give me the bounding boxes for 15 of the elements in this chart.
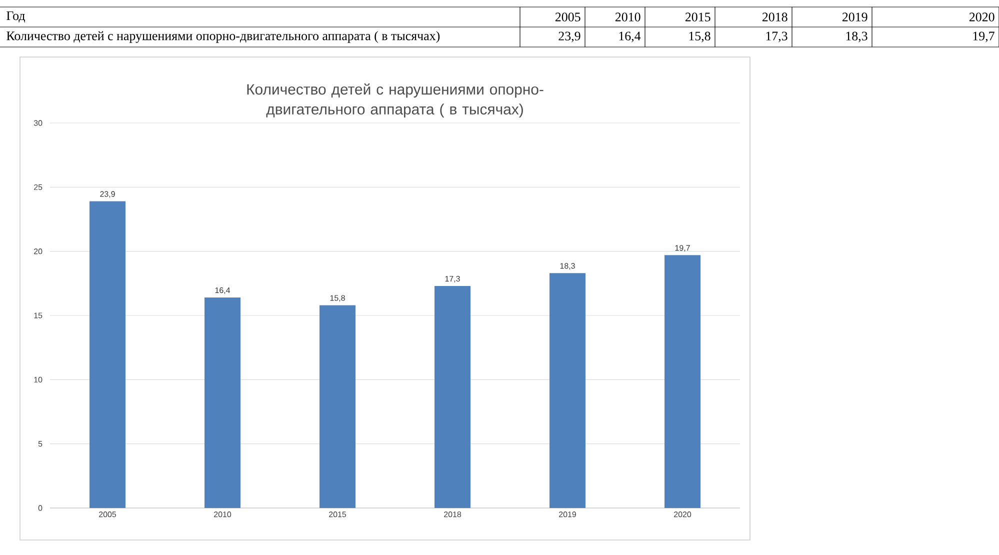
category-label: 2019	[842, 12, 868, 22]
category-label: 2015	[685, 12, 710, 22]
category-label: 2020	[969, 12, 994, 22]
text: 19,7	[973, 32, 994, 42]
text: 17,3	[766, 32, 788, 42]
chart-title: Количество детей с нарушениями опорно-двигательного аппарата ( в тысячах)	[247, 83, 544, 118]
text: 15,8	[689, 32, 710, 42]
text: 16,4	[619, 32, 641, 42]
text: Год	[6, 12, 25, 22]
text: 18,3	[846, 32, 868, 42]
category-label: 2005	[555, 12, 580, 22]
category-label: 2010	[615, 12, 640, 22]
text: 23,9	[558, 32, 580, 42]
category-label: 2018	[762, 12, 788, 22]
text: Количество детей с нарушениями опорно-двигательного аппарата ( в тысячах)	[6, 31, 440, 43]
